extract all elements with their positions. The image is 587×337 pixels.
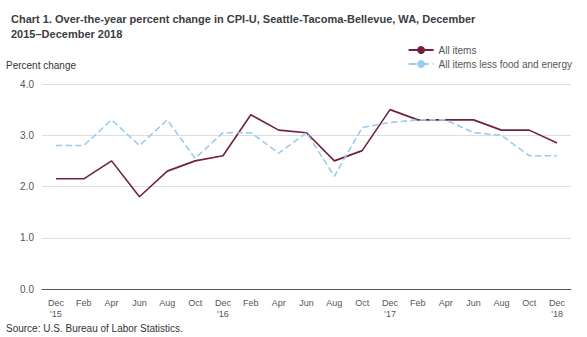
svg-text:Oct: Oct	[188, 298, 203, 308]
svg-text:4.0: 4.0	[20, 79, 34, 90]
svg-text:'16: '16	[217, 309, 229, 319]
svg-text:Apr: Apr	[272, 298, 286, 308]
svg-text:0.0: 0.0	[20, 284, 34, 295]
svg-text:All items: All items	[439, 45, 477, 56]
svg-text:Percent change: Percent change	[6, 60, 76, 71]
svg-text:2015–December 2018: 2015–December 2018	[11, 28, 122, 40]
svg-text:Feb: Feb	[76, 298, 92, 308]
svg-text:Feb: Feb	[243, 298, 259, 308]
svg-text:Dec: Dec	[215, 298, 232, 308]
svg-text:Aug: Aug	[326, 298, 342, 308]
svg-text:3.0: 3.0	[20, 130, 34, 141]
svg-text:Chart 1. Over-the-year percent: Chart 1. Over-the-year percent change in…	[11, 13, 476, 25]
svg-text:Jun: Jun	[299, 298, 314, 308]
svg-text:All items less food and energy: All items less food and energy	[439, 59, 572, 70]
svg-text:Dec: Dec	[48, 298, 65, 308]
svg-text:2.0: 2.0	[20, 181, 34, 192]
svg-text:Source: U.S. Bureau of Labor S: Source: U.S. Bureau of Labor Statistics.	[6, 323, 183, 334]
svg-text:Oct: Oct	[522, 298, 537, 308]
svg-text:'15: '15	[50, 309, 62, 319]
svg-text:Jun: Jun	[132, 298, 147, 308]
svg-text:1.0: 1.0	[20, 232, 34, 243]
svg-text:Jun: Jun	[466, 298, 481, 308]
svg-text:Aug: Aug	[493, 298, 509, 308]
svg-text:'17: '17	[384, 309, 396, 319]
svg-text:Feb: Feb	[410, 298, 426, 308]
svg-text:Aug: Aug	[159, 298, 175, 308]
svg-text:'18: '18	[551, 309, 563, 319]
svg-text:Apr: Apr	[439, 298, 453, 308]
svg-text:Dec: Dec	[549, 298, 566, 308]
svg-text:Dec: Dec	[382, 298, 399, 308]
svg-text:Apr: Apr	[105, 298, 119, 308]
svg-text:Oct: Oct	[355, 298, 370, 308]
